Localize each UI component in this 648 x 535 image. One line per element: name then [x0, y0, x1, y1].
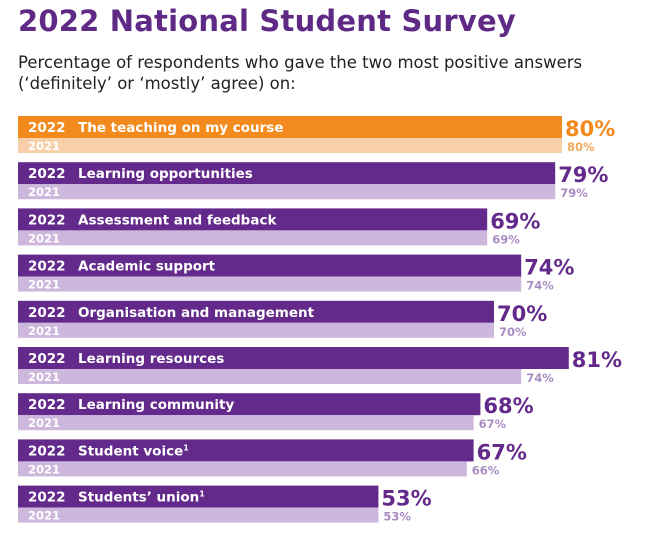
value-label-2021: 67% [479, 417, 507, 431]
value-label-2022: 81% [572, 348, 622, 372]
bar-year-label-2021: 2021 [28, 185, 60, 199]
value-label-2022: 68% [483, 394, 533, 418]
bar-2021 [18, 507, 379, 523]
value-label-2022: 70% [497, 302, 547, 326]
bar-2021 [18, 138, 562, 153]
bar-2021 [18, 184, 556, 200]
value-label-2021: 66% [472, 463, 500, 477]
category-label: The teaching on my course [78, 120, 284, 136]
category-label: Learning resources [78, 351, 224, 367]
value-label-2021: 70% [499, 325, 527, 339]
category-label: Learning community [78, 397, 234, 413]
bar-2021 [18, 230, 488, 246]
value-label-2021: 79% [560, 186, 588, 200]
bar-2021 [18, 369, 522, 384]
bar-2022 [18, 162, 556, 185]
category-label: Academic support [78, 259, 216, 275]
bar-year-label-2022: 2022 [28, 443, 66, 459]
value-label-2021: 74% [526, 279, 554, 293]
bar-2021 [18, 322, 494, 338]
bar-year-label-2021: 2021 [28, 370, 60, 384]
chart-subtitle: Percentage of respondents who gave the t… [18, 53, 583, 93]
bar-2021 [18, 415, 474, 431]
bar-2022 [18, 347, 569, 369]
bar-year-label-2022: 2022 [28, 120, 66, 136]
footnote-marker: 1 [199, 490, 205, 499]
bar-2022 [18, 300, 494, 323]
value-label-2022: 53% [381, 487, 431, 511]
category-label: Assessment and feedback [78, 212, 277, 228]
value-label-2021: 53% [383, 510, 411, 524]
value-label-2022: 69% [490, 209, 540, 233]
bar-year-label-2022: 2022 [28, 490, 66, 506]
bar-2022 [18, 393, 481, 416]
bar-year-label-2021: 2021 [28, 509, 60, 523]
category-label: Organisation and management [78, 305, 315, 321]
bar-year-label-2022: 2022 [28, 166, 66, 182]
bar-2021 [18, 276, 522, 292]
value-label-2021: 80% [567, 140, 595, 154]
category-label: Learning opportunities [78, 166, 253, 182]
footnote-marker: 1 [183, 443, 189, 452]
bar-2022 [18, 208, 488, 231]
bar-year-label-2022: 2022 [28, 305, 66, 321]
value-label-2022: 74% [524, 256, 574, 280]
bar-2022 [18, 254, 522, 277]
value-label-2022: 79% [558, 163, 608, 187]
category-label: Student voice1 [78, 443, 189, 459]
bar-year-label-2021: 2021 [28, 278, 60, 292]
value-label-2021: 74% [526, 371, 554, 385]
bar-2022 [18, 116, 562, 138]
bar-year-label-2021: 2021 [28, 231, 60, 245]
bar-year-label-2021: 2021 [28, 416, 60, 430]
bar-2021 [18, 461, 467, 477]
value-label-2022: 80% [565, 117, 615, 141]
bar-2022 [18, 439, 474, 462]
bar-year-label-2022: 2022 [28, 212, 66, 228]
bar-year-label-2022: 2022 [28, 397, 66, 413]
bar-2022 [18, 485, 379, 508]
bar-year-label-2021: 2021 [28, 324, 60, 338]
value-label-2022: 67% [477, 440, 527, 464]
bar-year-label-2022: 2022 [28, 351, 66, 367]
value-label-2021: 69% [492, 232, 520, 246]
bar-year-label-2021: 2021 [28, 139, 60, 153]
chart-title: 2022 National Student Survey [18, 4, 516, 38]
bar-year-label-2021: 2021 [28, 462, 60, 476]
bar-year-label-2022: 2022 [28, 259, 66, 275]
category-label: Students’ union1 [78, 490, 205, 506]
